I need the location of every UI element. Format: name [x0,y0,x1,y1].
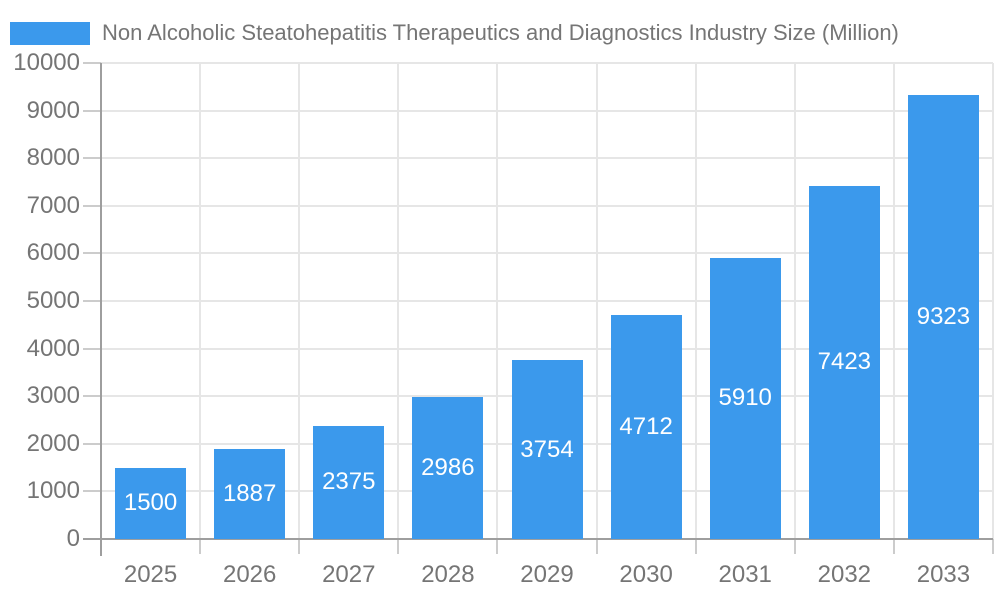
h-gridline [101,109,993,112]
x-axis-label: 2030 [619,561,673,588]
bar-value-label: 1500 [123,489,178,517]
x-axis-label: 2028 [421,561,475,588]
bar-value-label: 5910 [718,384,772,412]
bar[interactable]: 3754 [511,360,583,539]
y-tick [83,300,101,302]
x-tick [992,539,994,554]
legend: Non Alcoholic Steatohepatitis Therapeuti… [10,20,899,46]
x-axis-label: 2032 [817,561,872,588]
h-gridline [101,62,993,64]
y-tick [83,157,101,160]
y-tick [83,395,101,398]
y-tick [83,347,101,350]
x-tick [496,539,499,554]
x-axis-line [83,538,993,540]
v-gridline [397,63,400,539]
v-gridline [992,63,994,539]
v-gridline [298,63,301,539]
bar-value-label: 9323 [916,303,971,331]
x-tick [892,539,895,554]
legend-swatch [10,21,90,45]
x-axis-label: 2027 [322,561,376,588]
y-tick [83,109,101,112]
x-axis-label: 2026 [222,561,277,588]
v-gridline [694,63,697,539]
y-axis-label: 4000 [26,334,80,362]
bar[interactable]: 2986 [412,396,484,539]
bar[interactable]: 9323 [907,95,979,539]
y-axis-label: 8000 [26,144,80,172]
bar[interactable]: 2375 [313,425,385,539]
x-tick [298,539,301,554]
h-gridline [101,300,993,302]
bar[interactable]: 7423 [808,185,880,539]
y-tick [83,442,101,445]
v-gridline [496,63,499,539]
y-axis-label: 7000 [26,191,80,219]
y-tick [83,252,101,255]
x-axis-label: 2025 [123,561,178,588]
y-axis-label: 10000 [13,49,80,76]
v-gridline [793,63,796,539]
bar[interactable]: 4712 [610,314,682,539]
x-tick [199,539,202,554]
y-tick [83,490,101,493]
y-tick [83,204,101,207]
h-gridline [101,204,993,207]
v-gridline [595,63,598,539]
bar-value-label: 2986 [421,453,475,481]
x-axis-label: 2031 [718,561,772,588]
bar[interactable]: 1500 [115,467,187,539]
bar-value-label: 2375 [322,468,376,496]
v-gridline [199,63,202,539]
x-tick [595,539,598,554]
x-tick [793,539,796,554]
y-axis-label: 0 [66,525,80,552]
y-axis-label: 2000 [26,429,80,457]
bar-value-label: 4712 [619,412,673,440]
y-axis-label: 6000 [26,239,80,267]
y-axis-label: 5000 [26,287,80,314]
bar[interactable]: 5910 [709,257,781,539]
y-axis-label: 9000 [26,96,80,124]
y-axis-label: 1000 [26,477,80,505]
bar-value-label: 7423 [817,348,872,376]
h-gridline [101,347,993,350]
v-gridline [892,63,895,539]
x-tick [694,539,697,554]
x-axis-label: 2033 [916,561,971,588]
bar[interactable]: 1887 [214,449,286,539]
y-tick [83,62,101,64]
bar-value-label: 1887 [222,480,277,508]
h-gridline [101,252,993,255]
x-tick [397,539,400,554]
y-axis-line [100,63,102,556]
bar-value-label: 3754 [520,435,574,463]
h-gridline [101,157,993,160]
legend-label: Non Alcoholic Steatohepatitis Therapeuti… [102,20,899,45]
x-axis-label: 2029 [520,561,574,588]
y-axis-label: 3000 [26,382,80,410]
